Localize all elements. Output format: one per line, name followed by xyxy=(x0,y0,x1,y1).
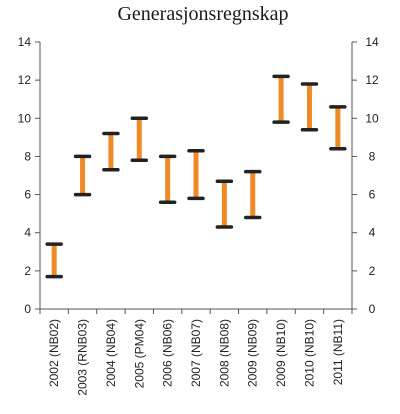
x-category-label: 2008 (NB08) xyxy=(217,319,231,387)
y-tick-label-right: 12 xyxy=(365,73,379,87)
x-category-label: 2007 (NB07) xyxy=(189,319,203,387)
y-tick-label-left: 12 xyxy=(18,73,32,87)
y-tick-label-right: 10 xyxy=(365,111,379,125)
y-tick-label-left: 10 xyxy=(18,111,32,125)
x-category-label: 2005 (PM04) xyxy=(132,319,146,388)
y-tick-label-left: 4 xyxy=(24,226,31,240)
marks xyxy=(45,74,347,279)
x-category-label: 2006 (NB06) xyxy=(161,319,175,387)
x-category-label: 2003 (RNB03) xyxy=(76,319,90,396)
y-tick-label-left: 2 xyxy=(24,264,31,278)
y-tick-label-right: 6 xyxy=(369,188,376,202)
y-tick-label-left: 0 xyxy=(24,302,31,316)
axes xyxy=(35,41,357,314)
x-category-label: 2009 (NB10) xyxy=(274,319,288,387)
y-tick-label-right: 8 xyxy=(369,149,376,163)
y-tick-label-left: 14 xyxy=(18,35,32,49)
x-category-label: 2002 (NB02) xyxy=(47,319,61,387)
chart-title: Generasjonsregnskap xyxy=(117,3,288,25)
y-tick-label-right: 4 xyxy=(369,226,376,240)
x-category-label: 2011 (NB11) xyxy=(331,319,345,385)
x-category-label: 2010 (NB10) xyxy=(302,319,316,387)
x-category-label: 2004 (NB04) xyxy=(104,319,118,387)
y-tick-label-right: 2 xyxy=(369,264,376,278)
y-tick-label-left: 8 xyxy=(24,149,31,163)
labels: 0 0 2 2 4 4 6 6 8 8 10 10 12 12 14 14 2002 (NB02) 2003 (R… xyxy=(18,35,379,396)
y-tick-label-right: 14 xyxy=(365,35,379,49)
y-tick-label-left: 6 xyxy=(24,188,31,202)
y-tick-label-right: 0 xyxy=(369,302,376,316)
x-category-label: 2009 (NB09) xyxy=(246,319,260,387)
